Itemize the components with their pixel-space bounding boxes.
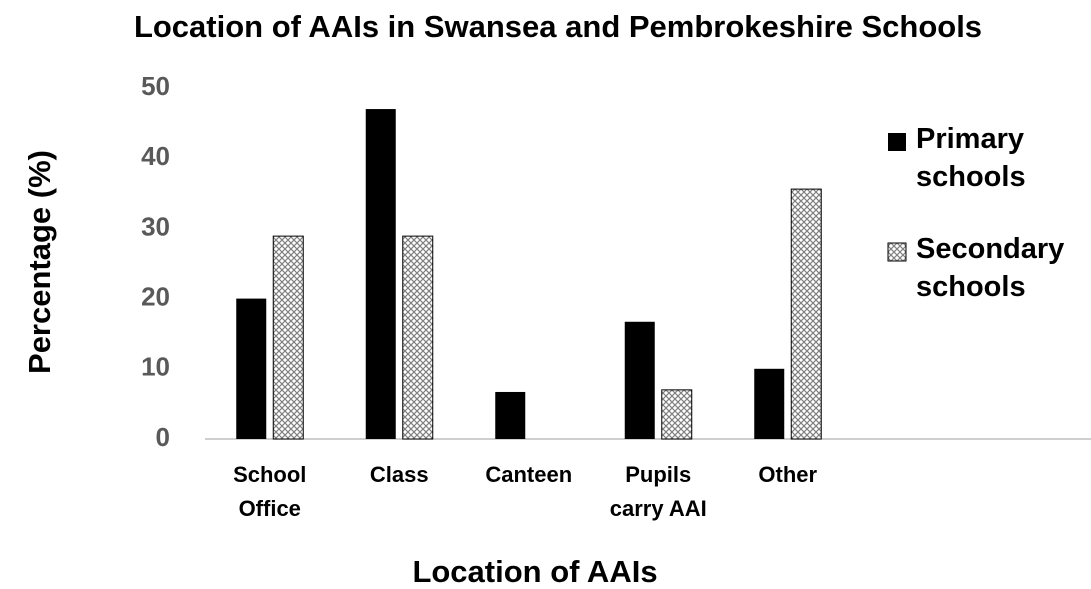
y-tick-label: 30 <box>141 211 170 241</box>
y-tick-label: 20 <box>141 281 170 311</box>
x-tick-label: School Office <box>233 462 307 521</box>
y-tick-label: 50 <box>141 71 170 101</box>
x-tick-label: Other <box>758 462 818 487</box>
bar <box>754 368 785 439</box>
bar <box>624 321 655 439</box>
legend-swatch <box>888 133 906 151</box>
bar <box>365 109 396 439</box>
x-tick-label: Pupils carry AAI <box>609 462 707 521</box>
chart-title: Location of AAIs in Swansea and Pembroke… <box>133 9 983 44</box>
y-tick-label: 40 <box>141 141 170 171</box>
x-tick-label: Class <box>369 462 429 487</box>
x-axis-label: Location of AAIs <box>412 554 658 589</box>
bar <box>661 389 693 440</box>
legend-label: Primary schools <box>916 123 1026 193</box>
y-tick-label: 10 <box>141 352 170 382</box>
bar <box>402 235 434 440</box>
y-axis-label: Percentage (%) <box>22 150 57 374</box>
bar <box>272 235 304 440</box>
legend-swatch <box>887 242 907 262</box>
bar <box>790 188 822 440</box>
bar <box>236 298 267 439</box>
y-tick-label: 0 <box>156 422 170 452</box>
legend-label: Secondary schools <box>916 233 1065 303</box>
x-tick-label: Canteen <box>485 462 573 487</box>
bar <box>495 391 526 439</box>
